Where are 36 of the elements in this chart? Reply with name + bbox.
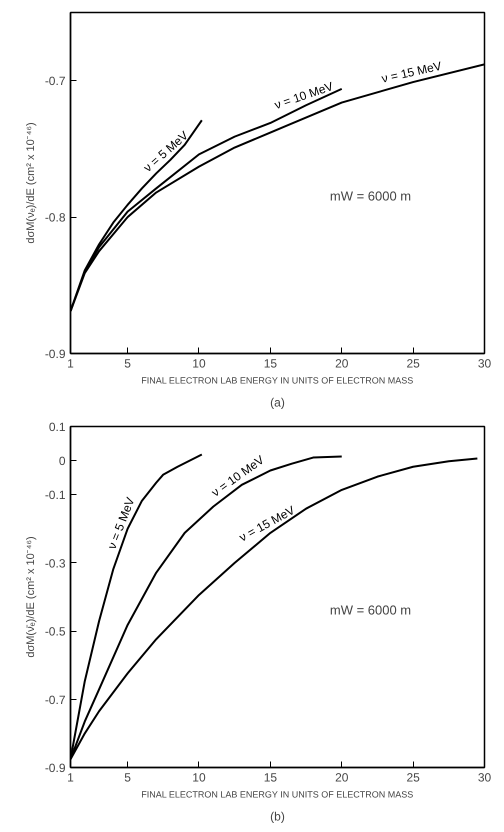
y-tick-label: 0	[58, 454, 66, 468]
text: ν = 15 MeV	[236, 502, 298, 545]
x-tick-label: 10	[192, 356, 206, 370]
x-axis-title: FINAL ELECTRON LAB ENERGY IN UNITS OF ELECTRON MASS	[141, 376, 414, 386]
y-axis-title: dσM(νₑ)/dE (cm² x 10⁻⁴⁶)	[24, 122, 37, 244]
y-axis-title: dσM(ν̄ₑ)/dE (cm² x 10⁻⁴⁶)	[24, 536, 37, 658]
y-tick-label: -0.9	[44, 761, 66, 775]
annotation: mW = 6000 m	[330, 188, 412, 204]
x-tick-label: 25	[406, 356, 420, 370]
text: ν = 10 MeV	[272, 79, 335, 112]
y-tick-label: -0.9	[44, 347, 66, 361]
x-tick-label: 20	[335, 356, 349, 370]
text: (b)	[270, 810, 285, 824]
x-tick-label: 10	[192, 770, 206, 784]
x-tick-label: 5	[124, 770, 132, 784]
y-tick-label: -0.7	[44, 692, 66, 707]
y-tick-label: 0.1	[48, 420, 66, 434]
y-tick-label: -0.7	[44, 74, 66, 88]
y-tick-label: -0.5	[44, 624, 66, 639]
x-tick-label: 1	[67, 770, 74, 784]
text: (a)	[270, 396, 285, 410]
x-tick-label: 30	[478, 356, 492, 370]
x-tick-label: 30	[478, 770, 492, 784]
y-tick-label: -0.1	[44, 488, 66, 502]
x-tick-label: 5	[124, 356, 132, 370]
y-tick-label: -0.8	[44, 210, 66, 225]
text: ν = 15 MeV	[380, 58, 443, 86]
x-tick-label: 15	[264, 356, 278, 370]
x-axis-title: FINAL ELECTRON LAB ENERGY IN UNITS OF ELECTRON MASS	[141, 790, 414, 800]
x-tick-label: 15	[264, 770, 278, 784]
x-tick-label: 20	[335, 770, 349, 784]
y-tick-label: -0.3	[44, 556, 66, 570]
text: ν = 5 MeV	[104, 495, 138, 552]
x-tick-label: 1	[67, 356, 74, 370]
x-tick-label: 25	[406, 770, 420, 784]
annotation: mW = 6000 m	[330, 602, 412, 618]
